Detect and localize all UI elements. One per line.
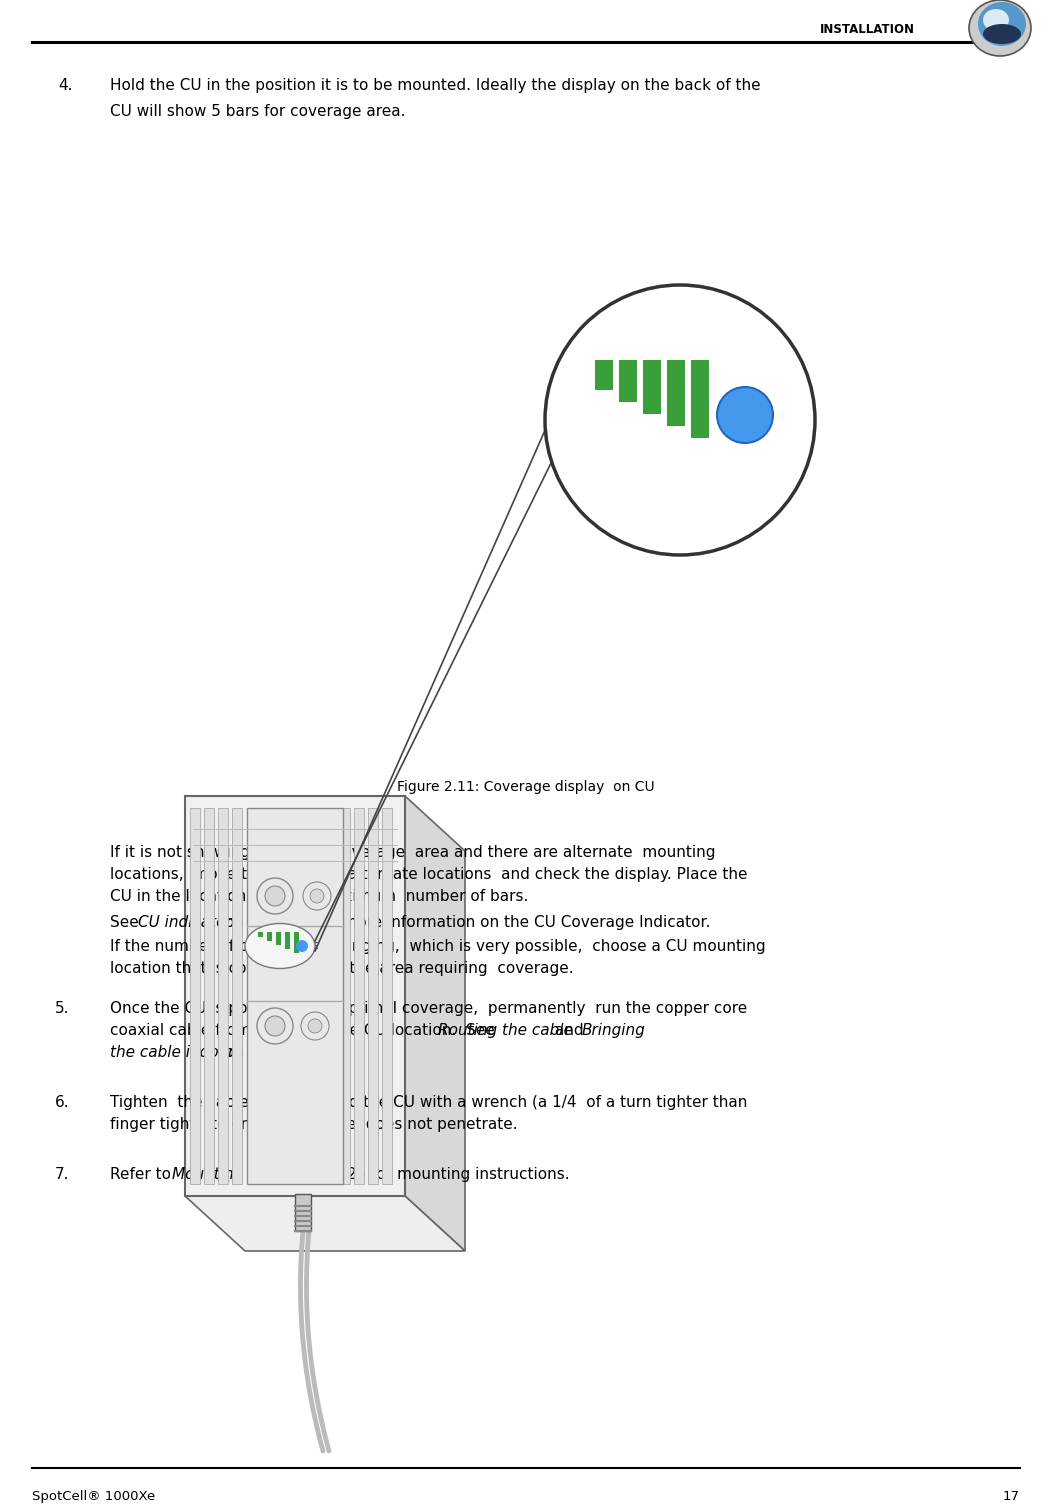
Polygon shape [368,809,378,1184]
Text: Routing the cable: Routing the cable [438,1023,573,1038]
Text: Mounting the CU: Mounting the CU [171,1167,300,1182]
Polygon shape [247,809,343,1184]
Text: SPOTWAVE: SPOTWAVE [271,941,319,950]
Bar [294,932,299,953]
Text: the cable indoors: the cable indoors [110,1045,242,1060]
Bar [276,932,281,944]
Bar [667,360,685,426]
Circle shape [257,1008,294,1044]
Bar [595,360,613,390]
Text: CU indicators: CU indicators [138,916,240,931]
Bar [267,932,272,941]
Bar [643,360,661,414]
Bar [258,932,263,937]
Text: locations,  move the CU to the alternate locations  and check the display. Place: locations, move the CU to the alternate … [110,867,748,883]
Text: Once the CU is positioned for optimal coverage,  permanently  run the copper cor: Once the CU is positioned for optimal co… [110,1001,747,1017]
Ellipse shape [983,9,1009,32]
Text: Tighten  the cable connection to the CU with a wrench (a 1/4  of a turn tighter : Tighten the cable connection to the CU w… [110,1095,747,1110]
Circle shape [303,883,331,910]
Text: on page 25 for mounting instructions.: on page 25 for mounting instructions. [275,1167,569,1182]
Polygon shape [355,809,364,1184]
Text: 5.: 5. [55,1001,69,1017]
Polygon shape [340,809,350,1184]
Text: 4.: 4. [58,78,73,93]
Bar [285,932,290,949]
Text: If the number of bars is not changing,  which is very possible,  choose a CU mou: If the number of bars is not changing, w… [110,940,766,953]
Circle shape [301,1012,329,1041]
Circle shape [310,889,324,904]
Text: and: and [550,1023,588,1038]
Text: finger tight)  to ensure moisture  does not penetrate.: finger tight) to ensure moisture does no… [110,1117,518,1133]
Circle shape [545,285,815,556]
Bar [619,360,638,402]
Polygon shape [295,1194,311,1230]
Polygon shape [204,809,214,1184]
Text: Refer to: Refer to [110,1167,181,1182]
Text: 17: 17 [1003,1489,1020,1503]
Bar [691,360,709,438]
Circle shape [296,940,308,952]
Text: 6.: 6. [55,1095,69,1110]
Ellipse shape [978,2,1026,47]
Polygon shape [190,809,200,1184]
Circle shape [257,878,294,914]
Text: SpotCell® 1000Xe: SpotCell® 1000Xe [32,1489,156,1503]
Circle shape [265,1017,285,1036]
Text: Hold the CU in the position it is to be mounted. Ideally the display on the back: Hold the CU in the position it is to be … [110,78,761,93]
Polygon shape [185,1196,465,1251]
Ellipse shape [983,24,1021,44]
Text: on page 22.: on page 22. [220,1045,316,1060]
Text: CU in the location showing maximum  number of bars.: CU in the location showing maximum numbe… [110,889,528,904]
Text: on page 33 for more information on the CU Coverage Indicator.: on page 33 for more information on the C… [220,916,710,931]
Polygon shape [405,797,465,1251]
Text: coaxial cable from the DU to the CU location.  See: coaxial cable from the DU to the CU loca… [110,1023,500,1038]
Ellipse shape [245,923,315,968]
Text: Bringing: Bringing [582,1023,646,1038]
Polygon shape [218,809,228,1184]
Ellipse shape [969,0,1031,56]
Text: location that is convenient  for the area requiring  coverage.: location that is convenient for the area… [110,961,573,976]
Polygon shape [232,809,242,1184]
Text: See: See [110,916,144,931]
Polygon shape [185,797,405,1196]
Text: If it is not showing 5 bars for coverage  area and there are alternate  mounting: If it is not showing 5 bars for coverage… [110,845,715,860]
Circle shape [717,387,773,443]
Text: INSTALLATION: INSTALLATION [820,23,915,36]
Text: 7.: 7. [55,1167,69,1182]
Text: Figure 2.11: Coverage display  on CU: Figure 2.11: Coverage display on CU [398,780,654,794]
Circle shape [265,886,285,907]
Polygon shape [382,809,392,1184]
Circle shape [308,1020,322,1033]
Text: CU will show 5 bars for coverage area.: CU will show 5 bars for coverage area. [110,104,405,119]
